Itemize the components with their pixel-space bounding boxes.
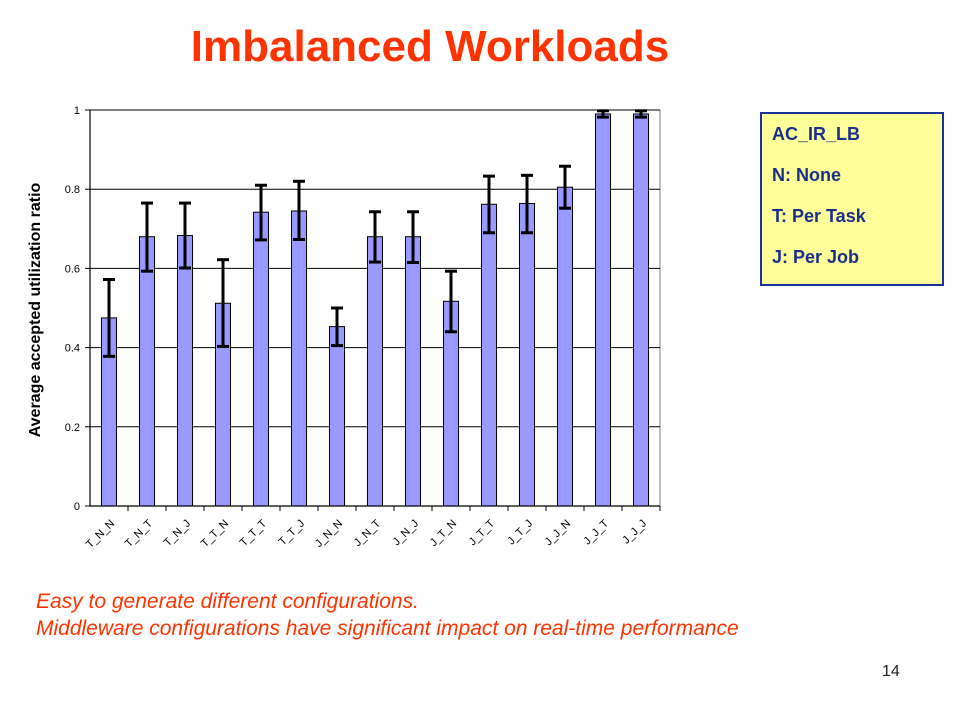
- x-tick-label: J_N_T: [352, 517, 384, 549]
- legend-line-per-job: J: Per Job: [772, 247, 860, 267]
- legend-line-title: AC_IR_LB: [772, 124, 861, 144]
- x-tick-label: J_J_N: [543, 518, 574, 549]
- bar-J_T_J: [519, 202, 535, 507]
- bar-T_N_J: [177, 235, 193, 507]
- bar-J_N_T: [367, 236, 383, 507]
- bar-J_T_T: [481, 203, 497, 507]
- bar-T_N_T: [139, 236, 155, 507]
- x-tick-label: T_N_N: [84, 518, 117, 551]
- y-tick-label: 0.6: [65, 263, 80, 275]
- x-tick-label: T_T_N: [199, 518, 231, 550]
- page-number: 14: [882, 663, 900, 680]
- bars: [101, 113, 649, 507]
- bar-T_T_T: [253, 211, 269, 507]
- caption-line-2: Middleware configurations have significa…: [36, 617, 739, 640]
- caption-line-1: Easy to generate different configuration…: [36, 590, 419, 613]
- axes: [85, 109, 661, 511]
- bar-J_J_N: [557, 186, 573, 507]
- x-tick-label: J_J_T: [581, 517, 611, 547]
- bar-J_J_T: [595, 113, 611, 507]
- x-tick-label: J_J_J: [620, 518, 649, 547]
- x-tick-label: J_T_T: [467, 517, 498, 548]
- x-tick-label: J_T_J: [505, 518, 535, 548]
- x-tick-label: J_N_N: [313, 518, 345, 550]
- x-tick-label: T_T_T: [238, 517, 270, 549]
- bar-J_N_N: [329, 326, 345, 507]
- bar-T_T_J: [291, 210, 307, 507]
- caption: Easy to generate different configuration…: [36, 588, 739, 642]
- y-tick-label: 1: [74, 105, 80, 117]
- x-tick-label: T_N_J: [162, 518, 193, 549]
- slide-title: Imbalanced Workloads: [190, 22, 670, 71]
- legend-line-per-task: T: Per Task: [772, 206, 866, 226]
- y-tick-label: 0: [74, 501, 80, 513]
- x-tick-label: J_N_J: [391, 518, 422, 549]
- y-axis-label: Average accepted utilization ratio: [27, 182, 44, 437]
- x-tick-label: T_N_T: [123, 517, 155, 549]
- x-tick-label: T_T_J: [277, 518, 308, 549]
- legend-box: AC_IR_LB N: None T: Per Task J: Per Job: [760, 112, 944, 286]
- y-tick-label: 0.2: [65, 422, 80, 434]
- legend-line-none: N: None: [772, 165, 841, 185]
- error-bars: [103, 109, 647, 358]
- x-tick-label: J_T_N: [428, 518, 459, 549]
- y-tick-label: 0.8: [65, 184, 80, 196]
- bar-J_J_J: [633, 113, 649, 507]
- bar-J_N_J: [405, 236, 421, 507]
- y-tick-label: 0.4: [65, 343, 80, 355]
